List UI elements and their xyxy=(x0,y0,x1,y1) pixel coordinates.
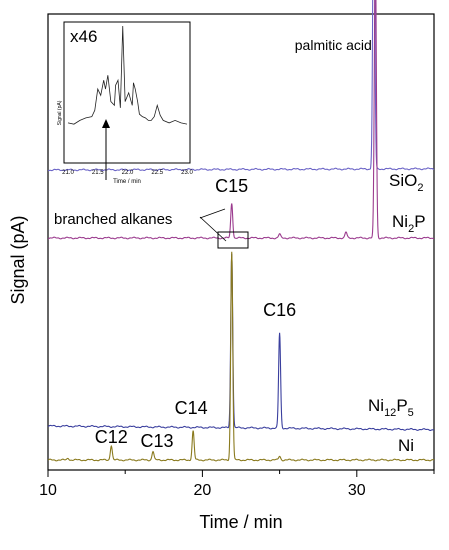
inset-frame xyxy=(63,21,191,164)
peak-label-c14: C14 xyxy=(175,398,208,418)
inset-x-tick-label: 23.0 xyxy=(181,170,193,176)
peak-label-c13: C13 xyxy=(140,431,173,451)
x-tick-label: 30 xyxy=(348,482,366,499)
traces-layer xyxy=(47,0,435,462)
x-axis-label: Time / min xyxy=(199,512,282,532)
inset-x-label: Time / min xyxy=(113,179,141,185)
x-tick-label: 10 xyxy=(39,482,57,499)
inset-trace xyxy=(67,25,188,125)
x-axis-ticks: 10 20 30 xyxy=(39,470,435,499)
trace-sio2 xyxy=(47,0,435,172)
inset-x-tick-label: 22.5 xyxy=(151,170,163,176)
peak-label-c15: C15 xyxy=(215,176,248,196)
peak-label-c12: C12 xyxy=(95,427,128,447)
peak-label-palmitic-acid: palmitic acid xyxy=(295,37,372,53)
series-label-ni12p5: Ni12P5 xyxy=(368,396,414,419)
inset-y-label: Signal (pA) xyxy=(57,100,63,125)
inset-x-tick-label: 22.0 xyxy=(122,170,134,176)
trace-ni2p xyxy=(47,0,435,240)
inset-chart: x46 Signal (pA) Time / min 21.0 21.5 22.0 2… xyxy=(57,21,193,185)
annotation-arrow-line-2 xyxy=(199,208,226,219)
plot-area-border xyxy=(47,13,435,471)
branched-alkanes-annotation: branched alkanes xyxy=(54,211,172,228)
series-label-ni2p: Ni2P xyxy=(392,212,426,235)
peak-label-c16: C16 xyxy=(263,300,296,320)
annotation-arrow-line xyxy=(199,216,227,242)
zoom-box xyxy=(217,231,249,249)
x-tick-label: 20 xyxy=(194,482,212,499)
inset-x-tick-label: 21.0 xyxy=(62,170,74,176)
series-label-sio2: SiO2 xyxy=(389,171,423,194)
series-label-ni: Ni xyxy=(398,436,414,455)
inset-x-ticks: 21.0 21.5 22.0 22.5 23.0 xyxy=(62,170,193,176)
plot-frame xyxy=(47,13,435,471)
inset-x-tick-label: 21.5 xyxy=(92,170,104,176)
trace-ni12p5 xyxy=(47,253,434,431)
inset-magnification: x46 xyxy=(70,27,97,46)
y-axis-label: Signal (pA) xyxy=(8,215,28,304)
trace-ni xyxy=(47,251,435,462)
inset-arrow-head xyxy=(102,119,110,128)
